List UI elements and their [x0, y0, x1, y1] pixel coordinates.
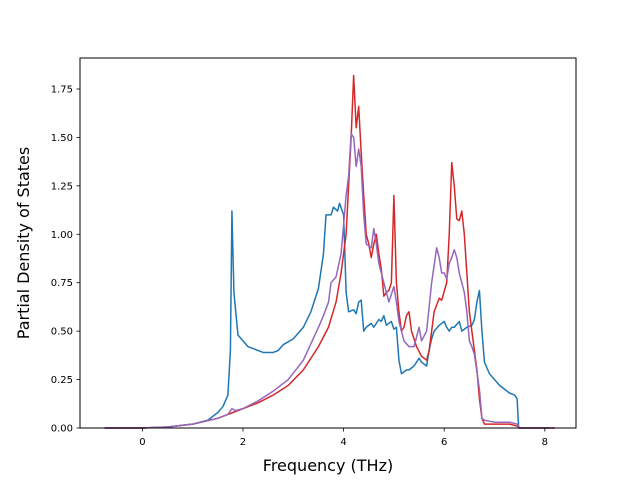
x-axis-label: Frequency (THz)	[263, 456, 393, 475]
series-line-2	[104, 74, 555, 429]
x-axis-ticks: 0 2 4 6 8	[139, 428, 548, 448]
y-tick-label: 0.50	[51, 327, 73, 338]
x-tick-label: 6	[441, 437, 447, 448]
series-line-3	[104, 132, 555, 429]
x-tick-label: 8	[542, 437, 548, 448]
y-axis-ticks: 0.00 0.25 0.50 0.75 1.00 1.25 1.50 1.75	[51, 84, 80, 435]
y-tick-label: 1.25	[51, 181, 73, 192]
series-line-1	[104, 202, 550, 429]
x-tick-label: 2	[240, 437, 246, 448]
y-tick-label: 1.75	[51, 84, 73, 95]
y-tick-label: 0.00	[51, 424, 73, 435]
x-tick-label: 0	[139, 437, 145, 448]
series-layer	[104, 74, 555, 429]
plot-area	[80, 58, 576, 428]
y-tick-label: 1.50	[51, 133, 73, 144]
plot-frame	[79, 57, 577, 429]
y-tick-label: 0.75	[51, 278, 73, 289]
x-tick-label: 4	[340, 437, 346, 448]
y-axis-label: Partial Density of States	[14, 147, 33, 339]
y-tick-label: 0.25	[51, 375, 73, 386]
y-tick-label: 1.00	[51, 230, 73, 241]
